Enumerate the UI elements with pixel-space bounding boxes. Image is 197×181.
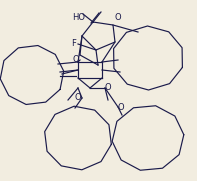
Text: F: F	[71, 39, 76, 49]
Text: O: O	[72, 56, 79, 64]
Text: O: O	[74, 94, 81, 102]
Text: O: O	[115, 14, 122, 22]
Text: O: O	[105, 83, 112, 92]
Text: O: O	[118, 102, 125, 111]
Text: HO: HO	[72, 14, 85, 22]
